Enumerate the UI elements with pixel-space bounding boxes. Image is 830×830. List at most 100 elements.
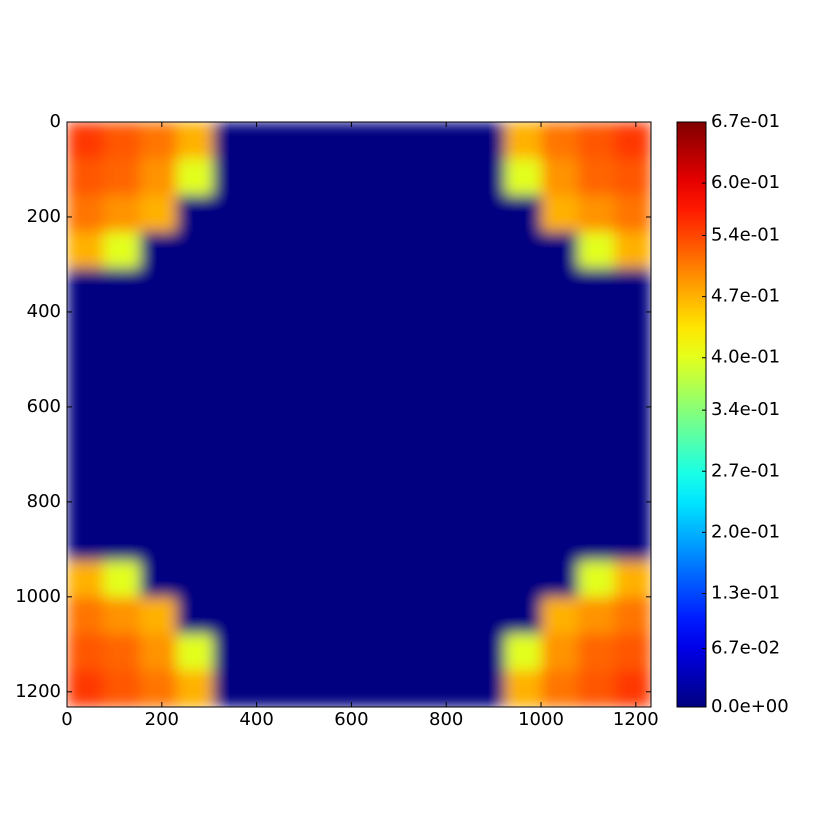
heatmap-cell [359,414,396,452]
heatmap-cell [541,633,579,671]
heatmap-cell [140,304,177,342]
heatmap-cell [578,524,615,562]
heatmap-cell [249,122,287,160]
heatmap-cell [67,268,104,306]
heatmap-cell [103,597,141,635]
heatmap-cell [359,524,396,562]
heatmap-cell [541,341,579,379]
heatmap-cell [286,487,323,525]
heatmap-cell [67,341,104,379]
heatmap-cell [176,377,214,415]
heatmap-cell [468,597,506,635]
heatmap-cell [614,597,651,635]
heatmap-cell [103,414,141,452]
x-tick-label: 1000 [518,709,564,730]
heatmap-cell [359,268,396,306]
colorbar-tick-label: 1.3e-01 [711,582,780,603]
heatmap-cell [249,268,287,306]
heatmap-cell [432,158,469,196]
heatmap-cell [286,560,323,598]
heatmap-cell [213,597,250,635]
heatmap-cell [359,597,396,635]
colorbar-tick-label: 5.4e-01 [711,225,780,246]
heatmap-cell [67,122,104,160]
y-tick-label: 0 [50,111,61,132]
heatmap-cell [614,524,651,562]
heatmap-cell [395,268,433,306]
heatmap-cell [468,414,506,452]
heatmap-cell [541,195,579,233]
heatmap-cell [249,231,287,269]
heatmap-cell [395,560,433,598]
heatmap-cell [103,304,141,342]
heatmap-cell [505,304,542,342]
heatmap-cell [578,195,615,233]
heatmap-cell [432,524,469,562]
heatmap-cell [176,414,214,452]
y-tick-label: 600 [27,396,61,417]
heatmap-cell [359,670,396,707]
heatmap-cell [249,524,287,562]
heatmap-cell [541,304,579,342]
heatmap-cell [140,633,177,671]
heatmap-cell [395,487,433,525]
heatmap-cell [541,524,579,562]
heatmap-cell [140,560,177,598]
heatmap-cell [322,122,360,160]
heatmap-cell [322,268,360,306]
heatmap-cell [359,231,396,269]
heatmap-cell [176,231,214,269]
heatmap-cell [213,524,250,562]
heatmap-cell [395,231,433,269]
heatmap-cell [140,414,177,452]
heatmap-cell [103,341,141,379]
heatmap-cell [395,633,433,671]
heatmap-cell [67,633,104,671]
heatmap-cell [249,451,287,489]
y-tick-label: 1200 [15,681,61,702]
heatmap-cell [468,560,506,598]
heatmap-cell [359,158,396,196]
heatmap-cell [505,597,542,635]
heatmap-cell [614,560,651,598]
heatmap-cell [140,195,177,233]
heatmap-cell [614,158,651,196]
heatmap-cell [505,487,542,525]
heatmap-cell [213,341,250,379]
heatmap-cell [213,304,250,342]
heatmap-cell [578,377,615,415]
heatmap-cell [67,231,104,269]
heatmap-cell [103,633,141,671]
heatmap-cell [286,122,323,160]
heatmap-cell [468,158,506,196]
heatmap-cell [614,231,651,269]
heatmap-cell [505,158,542,196]
heatmap-cell [67,451,104,489]
heatmap-cell [468,122,506,160]
heatmap-cell [614,633,651,671]
heatmap-cell [286,195,323,233]
heatmap-cell [249,195,287,233]
heatmap-cell [468,377,506,415]
heatmap-cell [578,231,615,269]
heatmap-cell [67,560,104,598]
heatmap-cell [614,377,651,415]
x-tick-label: 800 [429,709,463,730]
heatmap-cell [614,195,651,233]
heatmap-cell [286,377,323,415]
heatmap-cell [176,341,214,379]
x-tick-label: 200 [145,709,179,730]
heatmap-cell [468,195,506,233]
heatmap-cell [359,633,396,671]
heatmap-cell [614,487,651,525]
heatmap-cell [213,414,250,452]
heatmap-cell [395,414,433,452]
heatmap-cell [541,231,579,269]
x-tick-label: 600 [334,709,368,730]
heatmap-cell [395,122,433,160]
heatmap-cell [67,597,104,635]
heatmap-cell [432,304,469,342]
heatmap-cell [103,524,141,562]
heatmap-cell [322,487,360,525]
heatmap-cell [432,341,469,379]
